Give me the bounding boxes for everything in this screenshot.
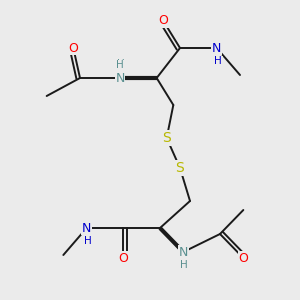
Text: H: H bbox=[117, 59, 125, 70]
Text: O: O bbox=[158, 14, 168, 28]
Text: N: N bbox=[82, 221, 92, 235]
Text: H: H bbox=[214, 56, 222, 67]
Text: N: N bbox=[212, 41, 221, 55]
Text: N: N bbox=[178, 245, 188, 259]
Text: H: H bbox=[181, 260, 188, 271]
Text: O: O bbox=[68, 41, 78, 55]
Text: O: O bbox=[118, 251, 128, 265]
Text: N: N bbox=[115, 71, 125, 85]
Text: H: H bbox=[84, 236, 92, 247]
Text: S: S bbox=[162, 131, 171, 145]
Text: H: H bbox=[214, 56, 222, 67]
Text: S: S bbox=[176, 161, 184, 175]
Text: O: O bbox=[238, 251, 248, 265]
Text: H: H bbox=[116, 60, 124, 70]
